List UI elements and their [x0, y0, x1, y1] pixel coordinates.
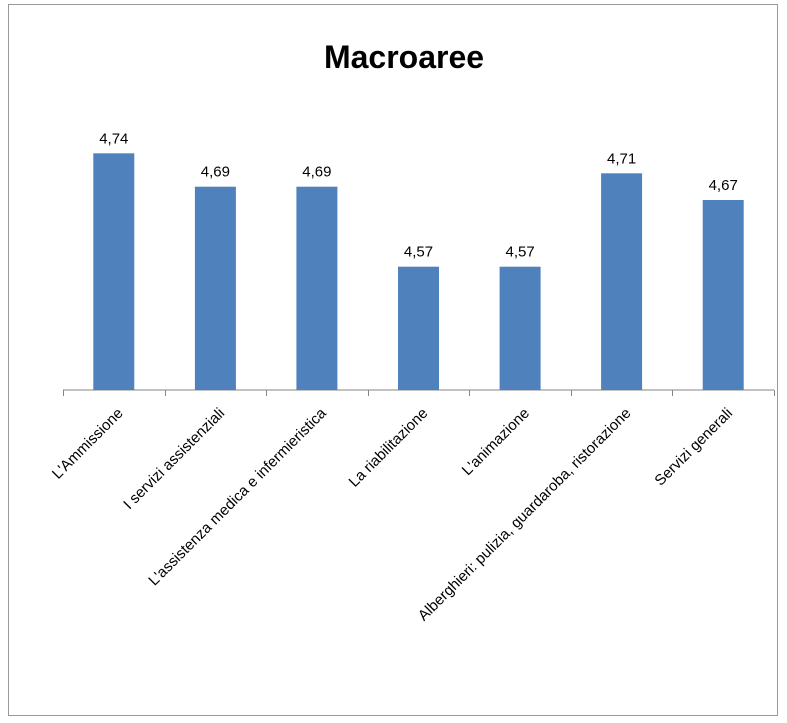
bar [93, 153, 135, 390]
chart-title: Macroaree [324, 39, 484, 75]
data-label: 4,69 [302, 164, 331, 181]
category-label: La riabilitazione [346, 405, 432, 491]
category-label: L'assistenza medica e infermieristica [145, 404, 330, 589]
data-label: 4,71 [607, 150, 636, 167]
data-label: 4,69 [201, 164, 230, 181]
category-label: L'Ammissione [49, 405, 127, 483]
chart-area [8, 4, 778, 716]
plot-area: 4,74 L'Ammissione 4,69 I servizi assistenzi… [49, 130, 775, 624]
bar [499, 266, 541, 390]
data-label: 4,67 [709, 177, 738, 194]
bar [194, 186, 236, 390]
bar [702, 200, 744, 390]
data-label: 4,74 [99, 130, 128, 147]
bar [398, 266, 439, 390]
category-label: L'animazione [459, 405, 533, 479]
category-label: Servizi generali [651, 405, 736, 490]
bar [601, 173, 643, 390]
data-label: 4,57 [505, 244, 534, 261]
category-label: I servizi assistenziali [120, 405, 228, 513]
data-label: 4,57 [404, 244, 433, 261]
category-label: Alberghieri: pulizia, guardaroba, ristor… [415, 405, 635, 625]
bar [296, 186, 338, 390]
